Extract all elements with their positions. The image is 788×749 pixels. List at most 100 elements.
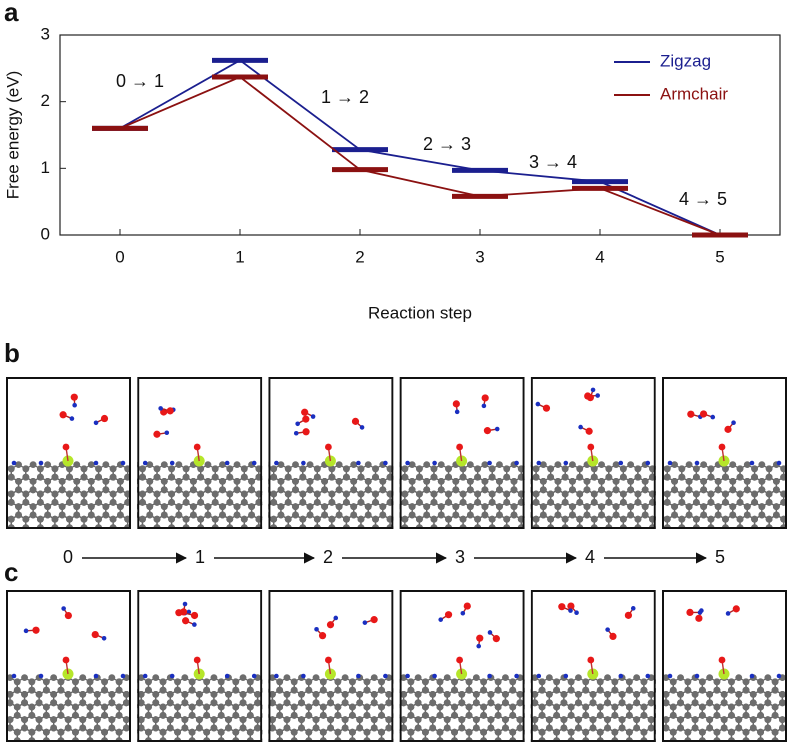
- hydrogen-atom: [295, 421, 300, 426]
- carbon-atom: [73, 503, 80, 510]
- carbon-atom: [152, 674, 159, 681]
- carbon-atom: [262, 712, 269, 719]
- carbon-atom: [524, 678, 531, 685]
- oxygen-atom: [453, 400, 460, 407]
- carbon-atom: [261, 704, 268, 711]
- carbon-atom: [474, 499, 481, 506]
- carbon-atom: [161, 486, 168, 493]
- carbon-atom: [130, 729, 137, 736]
- x-tick-label: 2: [355, 247, 364, 266]
- carbon-atom: [423, 503, 430, 510]
- carbon-atom: [139, 465, 146, 472]
- carbon-atom: [401, 499, 408, 506]
- carbon-atom: [298, 691, 305, 698]
- carbon-atom: [160, 687, 167, 694]
- carbon-atom: [81, 499, 88, 506]
- carbon-atom: [431, 499, 438, 506]
- carbon-atom: [321, 503, 328, 510]
- carbon-atom: [378, 678, 385, 685]
- carbon-atom: [334, 704, 341, 711]
- carbon-atom: [299, 474, 306, 481]
- carbon-atom: [58, 712, 65, 719]
- carbon-atom: [349, 712, 356, 719]
- carbon-atom: [276, 678, 283, 685]
- carbon-atom: [234, 503, 241, 510]
- carbon-atom: [130, 678, 137, 685]
- carbon-atom: [305, 729, 312, 736]
- carbon-atom: [307, 503, 314, 510]
- carbon-atom: [350, 461, 357, 468]
- carbon-atom: [102, 486, 109, 493]
- carbon-atom: [358, 491, 365, 498]
- carbon-atom: [393, 729, 400, 736]
- carbon-atom: [416, 474, 423, 481]
- carbon-atom: [0, 704, 6, 711]
- carbon-atom: [73, 512, 80, 519]
- carbon-atom: [21, 716, 28, 723]
- carbon-atom: [393, 737, 400, 744]
- carbon-atom: [438, 528, 445, 535]
- carbon-atom: [305, 687, 312, 694]
- carbon-atom: [152, 725, 159, 732]
- carbon-atom: [292, 503, 299, 510]
- carbon-atom: [72, 712, 79, 719]
- oxygen-atom: [180, 608, 187, 615]
- carbon-atom: [234, 528, 241, 535]
- oxygen-atom: [60, 411, 67, 418]
- carbon-atom: [146, 503, 153, 510]
- carbon-atom: [36, 691, 43, 698]
- carbon-atom: [52, 474, 59, 481]
- carbon-atom: [261, 712, 268, 719]
- carbon-atom: [73, 528, 80, 535]
- carbon-atom: [0, 729, 6, 736]
- carbon-atom: [232, 678, 239, 685]
- carbon-atom: [116, 712, 123, 719]
- carbon-atom: [130, 737, 137, 744]
- carbon-atom: [358, 499, 365, 506]
- carbon-atom: [21, 725, 28, 732]
- bond: [0, 490, 4, 494]
- carbon-atom: [307, 528, 314, 535]
- hydrogen-atom: [121, 461, 126, 466]
- carbon-atom: [489, 499, 496, 506]
- carbon-atom: [81, 465, 88, 472]
- carbon-atom: [37, 499, 44, 506]
- carbon-atom: [146, 512, 153, 519]
- carbon-atom: [378, 712, 385, 719]
- carbon-atom: [131, 712, 138, 719]
- carbon-atom: [95, 465, 102, 472]
- carbon-atom: [161, 503, 168, 510]
- y-tick-label: 1: [41, 158, 50, 177]
- carbon-atom: [189, 729, 196, 736]
- carbon-atom: [43, 729, 50, 736]
- carbon-atom: [211, 691, 218, 698]
- carbon-atom: [336, 503, 343, 510]
- carbon-atom: [278, 461, 285, 468]
- hydrogen-atom: [383, 674, 388, 679]
- carbon-atom: [451, 678, 458, 685]
- carbon-atom: [123, 725, 130, 732]
- carbon-atom: [393, 729, 400, 736]
- carbon-atom: [423, 478, 430, 485]
- carbon-atom: [481, 528, 488, 535]
- hydrogen-atom: [39, 674, 44, 679]
- carbon-atom: [167, 716, 174, 723]
- carbon-atom: [379, 486, 386, 493]
- carbon-atom: [175, 478, 182, 485]
- carbon-atom: [431, 474, 438, 481]
- carbon-atom: [190, 512, 197, 519]
- carbon-atom: [298, 699, 305, 706]
- hydrogen-atom: [482, 404, 487, 409]
- hydrogen-atom: [252, 674, 257, 679]
- carbon-atom: [0, 729, 6, 736]
- carbon-atom: [327, 699, 334, 706]
- hydrogen-atom: [225, 461, 230, 466]
- carbon-atom: [342, 699, 349, 706]
- carbon-atom: [234, 478, 241, 485]
- carbon-atom: [285, 491, 292, 498]
- carbon-atom: [117, 503, 124, 510]
- carbon-atom: [154, 491, 161, 498]
- carbon-atom: [101, 729, 108, 736]
- carbon-atom: [108, 716, 115, 723]
- hydrogen-atom: [360, 425, 365, 430]
